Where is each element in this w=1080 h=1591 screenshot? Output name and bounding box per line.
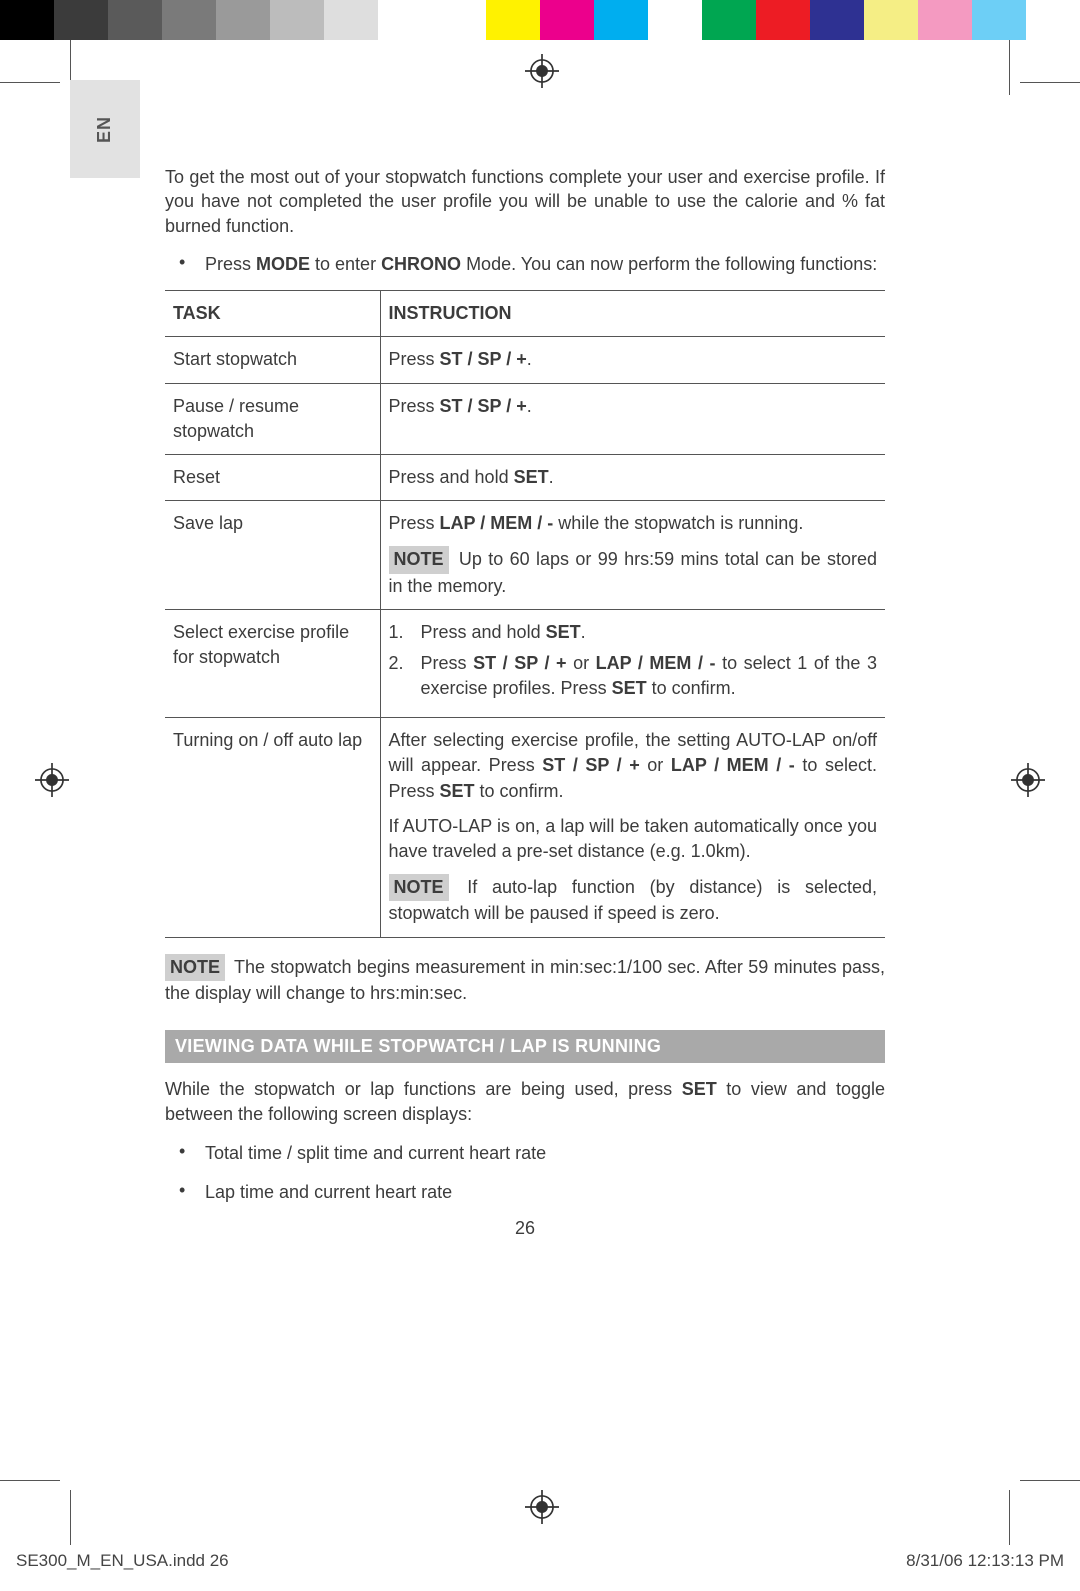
list-item: • Total time / split time and current he… [165, 1141, 885, 1165]
task-cell: Turning on / off auto lap [165, 718, 380, 937]
crop-mark [70, 1490, 71, 1545]
crop-mark [1009, 1490, 1010, 1545]
bullet-icon: • [165, 1141, 205, 1165]
language-label: EN [94, 115, 115, 142]
intro-paragraph: To get the most out of your stopwatch fu… [165, 165, 885, 238]
instruction-cell: Press LAP / MEM / - while the stopwatch … [380, 501, 885, 610]
note-badge: NOTE [389, 874, 449, 901]
footer-timestamp: 8/31/06 12:13:13 PM [906, 1551, 1064, 1571]
note-badge: NOTE [389, 546, 449, 573]
page-number: 26 [165, 1218, 885, 1239]
footer-filename: SE300_M_EN_USA.indd 26 [16, 1551, 229, 1571]
task-cell: Save lap [165, 501, 380, 610]
mode-bullet-text: Press MODE to enter CHRONO Mode. You can… [205, 252, 885, 276]
crop-mark [1020, 82, 1080, 83]
crop-mark [0, 1480, 60, 1481]
list-item-text: Total time / split time and current hear… [205, 1141, 885, 1165]
table-row: Reset Press and hold SET. [165, 454, 885, 500]
crop-mark [0, 82, 60, 83]
registration-mark-icon [35, 763, 69, 797]
section-heading: VIEWING DATA WHILE STOPWATCH / LAP IS RU… [165, 1030, 885, 1063]
crop-mark [1020, 1480, 1080, 1481]
task-cell: Reset [165, 454, 380, 500]
task-cell: Select exercise profile for stopwatch [165, 609, 380, 718]
table-row: Turning on / off auto lap After selectin… [165, 718, 885, 937]
instruction-cell: Press ST / SP / +. [380, 337, 885, 383]
registration-mark-icon [1011, 763, 1045, 797]
task-table: TASK INSTRUCTION Start stopwatch Press S… [165, 290, 885, 937]
task-cell: Start stopwatch [165, 337, 380, 383]
page-content: To get the most out of your stopwatch fu… [165, 165, 885, 1239]
registration-mark-icon [525, 54, 559, 88]
paragraph: While the stopwatch or lap functions are… [165, 1077, 885, 1127]
col-instruction-header: INSTRUCTION [380, 291, 885, 337]
list-item: • Lap time and current heart rate [165, 1180, 885, 1204]
table-row: Save lap Press LAP / MEM / - while the s… [165, 501, 885, 610]
bullet-icon: • [165, 252, 205, 276]
footnote: NOTE The stopwatch begins measurement in… [165, 954, 885, 1006]
note-badge: NOTE [165, 954, 225, 981]
language-tab: EN [70, 80, 140, 178]
bullet-icon: • [165, 1180, 205, 1204]
task-cell: Pause / resume stopwatch [165, 383, 380, 454]
registration-mark-icon [525, 1490, 559, 1524]
instruction-cell: 1.Press and hold SET. 2.Press ST / SP / … [380, 609, 885, 718]
crop-mark [1009, 40, 1010, 95]
table-header-row: TASK INSTRUCTION [165, 291, 885, 337]
mode-bullet: • Press MODE to enter CHRONO Mode. You c… [165, 252, 885, 276]
print-color-bar [0, 0, 1080, 40]
table-row: Start stopwatch Press ST / SP / +. [165, 337, 885, 383]
list-item-text: Lap time and current heart rate [205, 1180, 885, 1204]
instruction-cell: Press and hold SET. [380, 454, 885, 500]
instruction-cell: After selecting exercise profile, the se… [380, 718, 885, 937]
col-task-header: TASK [165, 291, 380, 337]
table-row: Select exercise profile for stopwatch 1.… [165, 609, 885, 718]
instruction-cell: Press ST / SP / +. [380, 383, 885, 454]
table-row: Pause / resume stopwatch Press ST / SP /… [165, 383, 885, 454]
